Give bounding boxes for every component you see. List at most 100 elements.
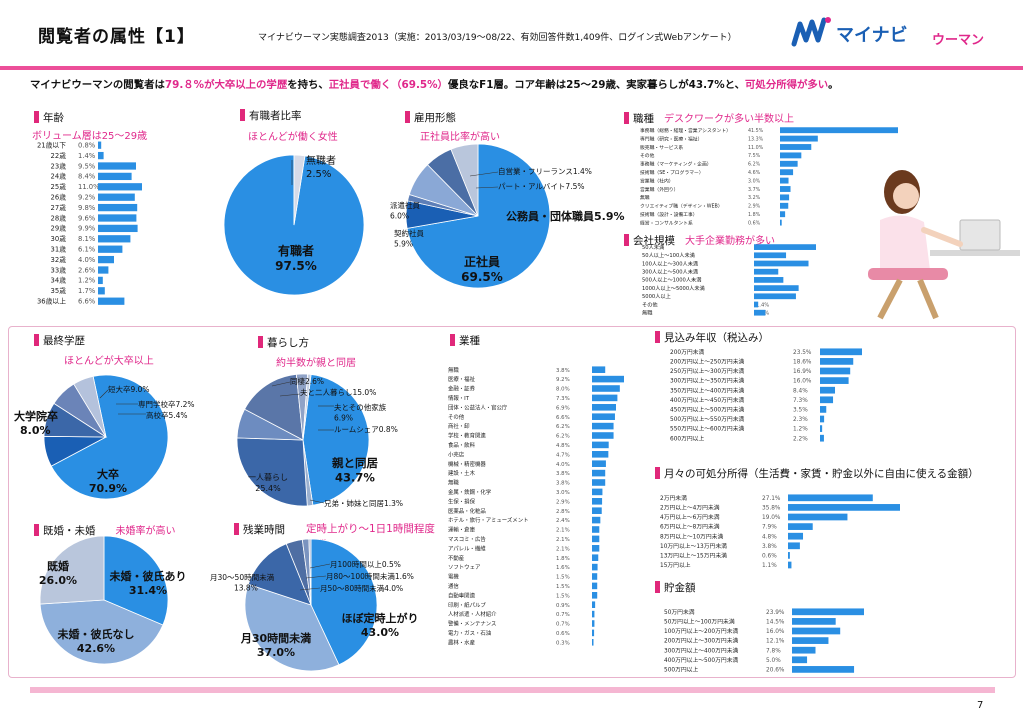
education-slice-label: 大学院卒 [14,409,58,423]
jobtype-category-label: クリエイティブ職（デザイン・WEB） [640,203,723,210]
overtime-slice-label: ほぼ定時上がり [342,611,419,625]
jobtype-bar [780,169,794,176]
employment-slice-value: 5.9% [394,240,413,249]
overtime-header: 残業時間 [234,522,285,537]
industry-bar [592,479,606,486]
savings-bar [792,656,808,664]
education-leader-line [99,389,109,399]
industry-bar [592,582,598,590]
jobtype-bar [780,194,790,201]
age-value-label: 9.9% [78,225,96,233]
income-category-label: 550万円以上～600万円未満 [670,425,745,433]
age-bar [98,297,125,305]
employment-slice-value: 69.5% [461,270,503,284]
overtime-slice-value: 43.0% [361,626,399,639]
income-value-label: 18.6% [793,360,812,366]
age-category-label: 24歳 [51,172,67,181]
income-category-label: 250万円以上～300万円未満 [670,367,745,375]
education-header: 最終学歴 [34,333,85,348]
age-value-label: 9.2% [78,193,96,201]
footer-bar [30,687,995,693]
disposable-value-label: 0.6% [762,554,777,560]
company-category-label: 50人以上～100人未満 [642,251,695,259]
marital-slice [39,535,105,605]
jobtype-value-label: 11.0% [748,145,764,151]
disposable-value-label: 27.1% [762,496,781,502]
summary-line: マイナビウーマンの閲覧者は79.８%が大卒以上の学歴を持ち、正社員で働く（69.… [30,79,839,91]
jobtype-bar [780,186,791,192]
education-slice-label: 大卒 [97,467,119,481]
savings-category-label: 500万円以上 [664,666,698,674]
jobtype-value-label: 6.2% [748,162,761,168]
industry-bar [592,516,601,524]
disposable-value-label: 3.8% [762,544,777,550]
industry-category-label: 農林・水産 [448,638,475,646]
overtime-slice [247,543,312,606]
industry-bar [592,629,595,637]
employment-subtitle: 正社員比率が高い [420,132,500,143]
employment-header: 雇用形態 [405,110,456,125]
woman-at-desk-illustration [868,170,1020,320]
education-slice-value: 70.9% [89,482,127,495]
industry-bar [592,488,603,496]
jobtype-header: 職種 デスクワークが多い半数以上 [624,110,794,126]
living-slice-label: 同棲2.6% [290,376,324,386]
industry-value-label: 0.3% [556,640,570,646]
jobtype-bar [780,177,789,184]
industry-value-label: 2.4% [556,518,570,524]
income-category-label: 300万円以上～350万円未満 [670,377,745,385]
industry-category-label: ホテル・旅行・アミューズメント [448,516,528,524]
industry-value-label: 4.0% [556,462,570,468]
living-subtitle: 約半数が親と同居 [276,358,356,369]
savings-header: 貯金額 [655,580,696,595]
industry-bar [592,610,595,618]
employed-slice [293,154,306,226]
living-slice-value: 25.4% [255,484,281,493]
industry-bar [592,394,618,402]
industry-bar [592,620,595,627]
jobtype-bar [780,127,898,134]
company-bar [754,260,809,267]
age-category-label: 29歳 [51,224,67,233]
overtime-slice [244,583,340,672]
disposable-category-label: 8万円以上～10万円未満 [660,532,723,540]
disposable-value-label: 1.1% [762,563,777,569]
disposable-category-label: 2万円以上～4万円未満 [660,504,720,512]
industry-value-label: 2.8% [556,509,570,515]
age-bar [98,266,109,274]
income-bar [820,377,849,384]
industry-category-label: 人材派遣・人材紹介 [448,610,497,618]
company-bar [754,285,799,291]
jobtype-category-label: 技術職（設計・設備工事） [640,211,698,218]
industry-value-label: 6.2% [556,424,570,430]
age-bar [98,224,138,233]
age-bar [98,162,136,170]
industry-category-label: 運輸・倉庫 [448,526,476,534]
industry-value-label: 7.3% [556,396,570,402]
industry-category-label: その他 [448,413,465,421]
living-slice-value: 43.7% [335,471,375,485]
marital-slice-label: 未婚・彼氏なし [57,627,135,641]
disposable-bar [788,513,848,521]
disposable-category-label: 2万円未満 [660,494,687,502]
jobtype-category-label: 事務職（マーケティング・企画） [640,161,712,168]
marital-slice [39,599,164,665]
employment-leader-line [469,171,499,177]
industry-value-label: 3.8% [556,481,570,487]
jobtype-value-label: 1.8% [748,212,761,218]
savings-bar [792,646,816,654]
living-slice-label: 親と同居 [332,456,378,470]
living-slice [302,373,312,441]
employment-slice-label: 自営業・フリーランス1.4% [498,166,592,176]
page-title: 閲覧者の属性【1】 [38,27,195,47]
survey-note: マイナビウーマン実態調査2013（実施：2013/03/19～08/22、有効回… [258,33,737,43]
company-category-label: 1000人以上～5000人未満 [642,284,705,292]
industry-value-label: 8.0% [556,387,570,393]
employment-slice [450,143,479,217]
industry-value-label: 2.9% [556,499,570,505]
jobtype-category-label: 営業職（社内） [640,177,674,184]
industry-value-label: 9.2% [556,377,570,383]
industry-category-label: 医療・福祉 [448,375,476,383]
employed-slice-value: 97.5% [275,259,317,273]
age-bar [98,287,105,295]
